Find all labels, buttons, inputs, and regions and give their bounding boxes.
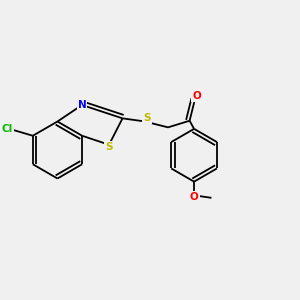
Text: O: O [190,192,199,202]
Text: O: O [192,91,201,100]
Text: Cl: Cl [2,124,13,134]
Text: S: S [143,113,151,123]
Text: S: S [105,142,113,152]
Text: N: N [78,100,86,110]
